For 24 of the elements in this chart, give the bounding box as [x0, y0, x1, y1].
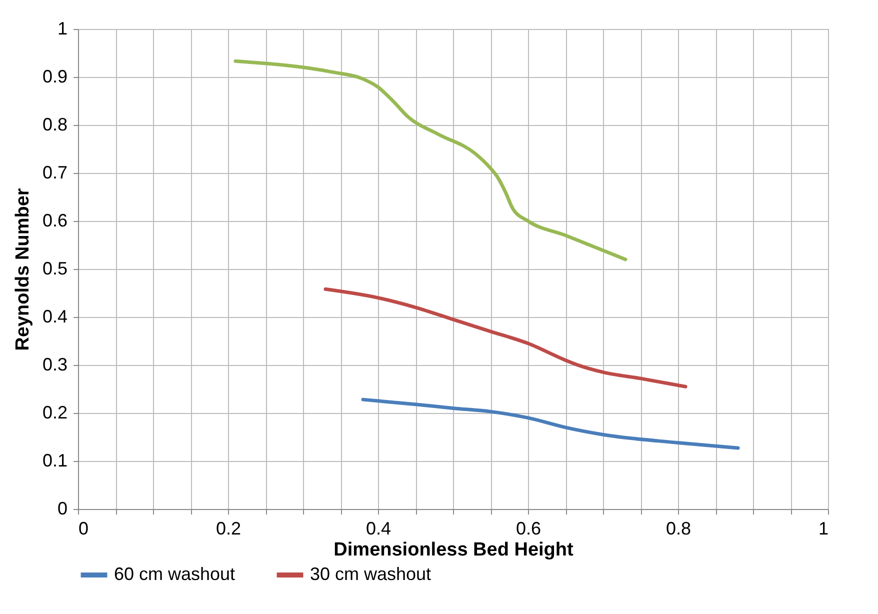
x-tick-label: 0.2 [216, 518, 242, 538]
x-tick-label: 1 [818, 518, 828, 538]
x-tick-label: 0.8 [666, 518, 692, 538]
y-tick-label: 0.4 [42, 306, 68, 326]
y-tick-label: 1 [57, 18, 68, 38]
y-tick-label: 0.8 [42, 114, 68, 134]
y-tick-label: 0 [57, 498, 68, 518]
y-tick-label: 0.7 [42, 162, 68, 182]
line-series [324, 287, 688, 388]
x-tick-label: 0 [78, 518, 89, 538]
legend-label: 60 cm washout [114, 564, 236, 584]
y-tick-label: 0.9 [42, 66, 68, 86]
x-tick-label: 0.6 [516, 518, 542, 538]
x-tick-label: 0.4 [366, 518, 392, 538]
y-axis-title: Reynolds Number [12, 188, 34, 351]
line-series [361, 398, 740, 450]
legend-label: 30 cm washout [310, 564, 432, 584]
y-tick-label: 0.3 [42, 354, 68, 374]
y-tick-label: 0.5 [42, 258, 68, 278]
y-tick-label: 0.6 [42, 210, 68, 230]
x-axis-title: Dimensionless Bed Height [334, 540, 574, 560]
y-tick-label: 0.2 [42, 402, 68, 422]
line-series [234, 59, 628, 262]
y-tick-label: 0.1 [42, 450, 68, 470]
